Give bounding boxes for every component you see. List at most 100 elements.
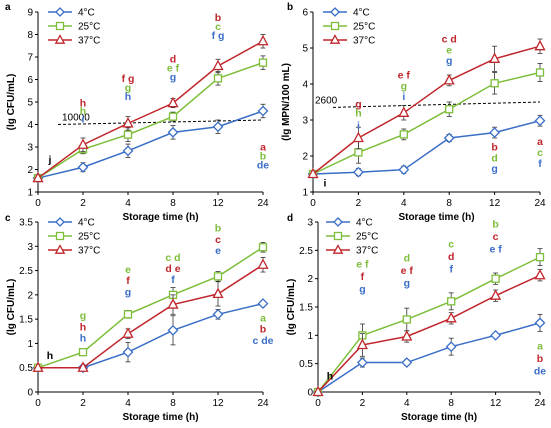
significance-letter: f g <box>122 73 135 85</box>
legend-label: 37°C <box>78 36 100 47</box>
series-37C <box>312 268 546 397</box>
significance-letter: i <box>82 113 85 125</box>
data-point <box>213 272 223 281</box>
legend: 4°C 25°C 37°C <box>326 217 378 257</box>
data-point <box>312 385 324 397</box>
data-point <box>356 338 368 350</box>
y-tick-label: 8 <box>27 30 33 41</box>
y-tick-label: 1 <box>307 331 313 342</box>
data-point <box>445 105 454 114</box>
significance-letter: e f <box>489 244 502 256</box>
x-tick-label: 0 <box>35 198 41 209</box>
y-axis-title: (lg CFU/mL) <box>6 279 17 336</box>
data-point <box>77 138 89 149</box>
data-point <box>491 274 500 283</box>
panel-letter: b <box>287 2 293 13</box>
data-point <box>352 166 364 178</box>
series-4C <box>307 114 546 180</box>
legend-label: 4°C <box>353 8 370 19</box>
legend-label: 25°C <box>353 22 375 33</box>
significance-letter: f <box>171 274 175 286</box>
data-point <box>307 167 319 179</box>
data-point <box>534 39 546 51</box>
data-point <box>123 310 133 319</box>
significance-letter: g <box>491 163 497 175</box>
reference-line <box>332 101 541 108</box>
data-point <box>258 58 268 67</box>
y-tick-label: 1 <box>27 339 33 350</box>
significance-letter: e f <box>356 258 369 270</box>
legend-label: 4°C <box>356 218 373 229</box>
y-tick-label: 1 <box>27 188 33 199</box>
x-tick-label: 4 <box>401 198 407 209</box>
legend-label: 4°C <box>78 8 95 19</box>
significance-letter: c <box>537 147 543 159</box>
significance-letter: b <box>537 353 543 365</box>
significance-letter: a <box>260 313 266 325</box>
legend-label: 25°C <box>78 232 100 243</box>
significance-letter: a <box>260 141 266 153</box>
significance-letter: c de <box>252 335 273 347</box>
x-axis-title: Storage time (h) <box>398 212 474 223</box>
legend: 4°C 25°C 37°C <box>48 7 100 47</box>
significance-letter: j <box>48 154 52 166</box>
y-tick-label: 4 <box>27 120 33 131</box>
x-tick-label: 2 <box>80 398 86 409</box>
significance-letter: g <box>401 80 407 92</box>
series-line <box>37 61 264 179</box>
data-point <box>401 357 413 368</box>
series-25C <box>33 241 268 372</box>
y-tick-label: 3 <box>27 242 33 253</box>
legend-label: 37°C <box>78 246 100 257</box>
y-tick-label: 0 <box>27 388 33 399</box>
legend-marker <box>54 34 66 44</box>
significance-letter: e f <box>167 63 180 75</box>
significance-letter: a <box>537 136 543 148</box>
data-point <box>534 115 546 127</box>
legend-label: 25°C <box>356 232 378 243</box>
significance-letter: h <box>80 332 86 344</box>
data-point <box>401 330 413 341</box>
significance-letter: e f <box>401 265 414 277</box>
x-tick-label: 12 <box>489 198 501 209</box>
data-point <box>535 252 545 262</box>
legend: 4°C 25°C 37°C <box>323 7 375 47</box>
significance-letter: b <box>492 219 498 231</box>
y-tick-label: 3 <box>307 218 313 229</box>
data-point <box>213 74 223 83</box>
series-line <box>37 110 264 179</box>
significance-letter: a <box>537 341 543 353</box>
y-tick-label: 7 <box>27 53 33 64</box>
data-point <box>32 171 44 183</box>
y-axis-title: (lg MPN/100 mL) <box>281 63 292 141</box>
significance-letter: f <box>361 271 365 283</box>
significance-letter: c d <box>165 252 180 264</box>
series-4C <box>32 298 269 374</box>
data-point <box>490 329 502 341</box>
x-tick-label: 12 <box>212 398 224 409</box>
series-line <box>37 246 264 369</box>
y-tick-label: 1.5 <box>299 303 313 314</box>
data-point <box>398 164 410 176</box>
x-tick-label: 4 <box>404 398 410 409</box>
significance-letter: de <box>257 159 269 171</box>
significance-letter: h <box>355 107 361 119</box>
legend-marker <box>55 21 65 31</box>
data-point <box>443 74 455 85</box>
significance-letter: e <box>446 44 452 56</box>
x-tick-label: 24 <box>257 398 269 409</box>
series-line <box>312 119 541 175</box>
y-tick-label: 1 <box>302 188 308 199</box>
significance-letter: b <box>215 12 221 24</box>
panel-letter: c <box>5 213 11 224</box>
y-tick-label: 2 <box>27 290 33 301</box>
data-point <box>77 161 89 173</box>
data-point <box>167 96 179 108</box>
data-point <box>122 116 134 128</box>
significance-letter: c d <box>442 34 457 46</box>
x-tick-label: 24 <box>257 198 269 209</box>
y-axis-title: (lg CFU/mL) <box>6 74 17 131</box>
